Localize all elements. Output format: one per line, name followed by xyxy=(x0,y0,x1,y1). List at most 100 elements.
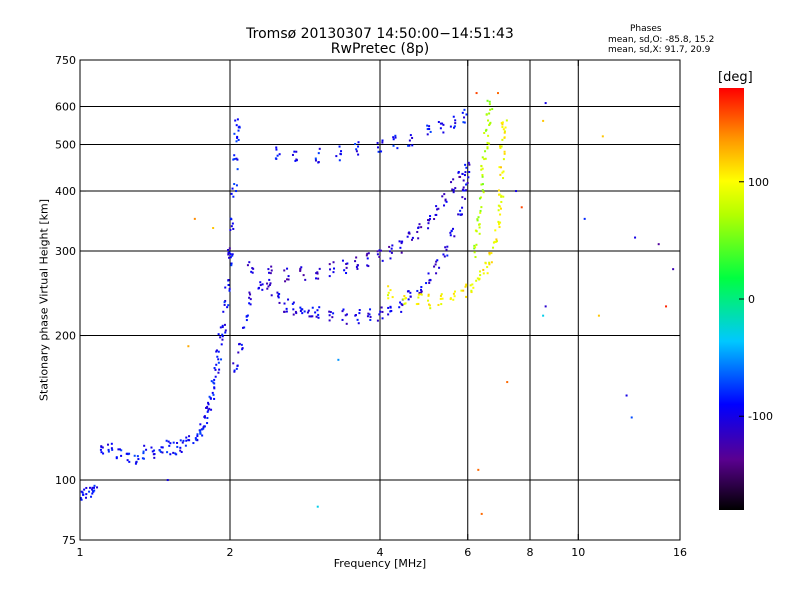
echo-point xyxy=(452,115,455,118)
echo-point xyxy=(465,295,468,298)
echo-point xyxy=(441,297,444,300)
echo-point xyxy=(196,433,199,436)
echo-point xyxy=(427,272,430,275)
echo-point xyxy=(295,150,298,153)
echo-point xyxy=(79,497,82,500)
echo-point xyxy=(515,190,518,193)
echo-point xyxy=(490,261,493,264)
echo-point xyxy=(407,298,410,301)
echo-point xyxy=(497,189,500,192)
echo-point xyxy=(220,343,223,346)
echo-point xyxy=(231,222,234,225)
echo-point xyxy=(303,310,306,313)
colorbar-ticks: 100 0 -100 xyxy=(739,176,773,423)
echo-point xyxy=(270,265,273,268)
echo-point xyxy=(486,141,489,144)
echo-point xyxy=(488,253,491,256)
echo-point xyxy=(216,355,219,358)
echo-point xyxy=(435,272,438,275)
echo-point xyxy=(500,207,503,210)
echo-point xyxy=(292,313,295,316)
echo-point xyxy=(487,119,490,122)
echo-point xyxy=(236,135,239,138)
echo-point xyxy=(435,205,438,208)
echo-point xyxy=(475,279,478,282)
y-tick-label: 750 xyxy=(55,54,76,67)
echo-point xyxy=(457,170,460,173)
echo-point xyxy=(478,197,481,200)
echo-point xyxy=(205,406,208,409)
echo-point xyxy=(246,314,249,317)
echo-point xyxy=(434,263,437,266)
echo-point xyxy=(486,147,489,150)
echo-point xyxy=(161,451,164,454)
echo-point xyxy=(453,126,456,129)
echo-point xyxy=(461,188,464,191)
echo-point xyxy=(184,444,187,447)
echo-point xyxy=(467,176,470,179)
echo-point xyxy=(99,448,102,451)
echo-point xyxy=(478,278,481,281)
stats-o-mode: mean, sd,O: -85.8, 15.2 xyxy=(608,35,715,45)
echo-point xyxy=(227,251,230,254)
echo-point xyxy=(299,267,302,270)
echo-point xyxy=(488,252,491,255)
echo-point xyxy=(166,451,169,454)
echo-point xyxy=(345,313,348,316)
echo-point xyxy=(449,298,452,301)
echo-point xyxy=(316,272,319,275)
echo-point xyxy=(427,299,430,302)
grid-lines xyxy=(80,60,680,540)
echo-point xyxy=(343,269,346,272)
echo-point xyxy=(219,326,222,329)
echo-point xyxy=(234,119,237,122)
echo-point xyxy=(366,264,369,267)
echo-point xyxy=(306,311,309,314)
data-points xyxy=(79,92,675,515)
echo-point xyxy=(237,129,240,132)
echo-point xyxy=(400,303,403,306)
echo-point xyxy=(416,289,419,292)
echo-point xyxy=(187,345,190,348)
echo-point xyxy=(501,126,504,129)
echo-point xyxy=(230,192,233,195)
echo-point xyxy=(278,292,281,295)
echo-point xyxy=(420,226,423,229)
echo-point xyxy=(446,245,449,248)
echo-point xyxy=(488,100,491,103)
echo-point xyxy=(235,140,238,143)
echo-point xyxy=(227,283,230,286)
echo-point xyxy=(221,335,224,338)
echo-point xyxy=(229,217,232,220)
echo-point xyxy=(433,265,436,268)
echo-point xyxy=(194,438,197,441)
echo-point xyxy=(491,108,494,111)
echo-point xyxy=(199,432,202,435)
echo-point xyxy=(439,297,442,300)
echo-point xyxy=(342,308,345,311)
echo-point xyxy=(96,486,99,489)
echo-point xyxy=(488,124,491,127)
echo-point xyxy=(490,252,493,255)
echo-point xyxy=(110,447,113,450)
echo-point xyxy=(476,219,479,222)
echo-point xyxy=(542,314,545,317)
echo-point xyxy=(292,301,295,304)
echo-point xyxy=(192,442,195,445)
echo-point xyxy=(356,267,359,270)
echo-point xyxy=(295,158,298,161)
echo-point xyxy=(473,247,476,250)
echo-point xyxy=(461,206,464,209)
echo-point xyxy=(404,302,407,305)
echo-point xyxy=(158,449,161,452)
echo-point xyxy=(495,240,498,243)
echo-point xyxy=(501,123,504,126)
echo-point xyxy=(152,453,155,456)
echo-point xyxy=(408,232,411,235)
echo-point xyxy=(488,103,491,106)
echo-point xyxy=(235,190,238,193)
echo-point xyxy=(227,278,230,281)
echo-point xyxy=(465,283,468,286)
echo-point xyxy=(458,175,461,178)
echo-point xyxy=(355,256,358,259)
